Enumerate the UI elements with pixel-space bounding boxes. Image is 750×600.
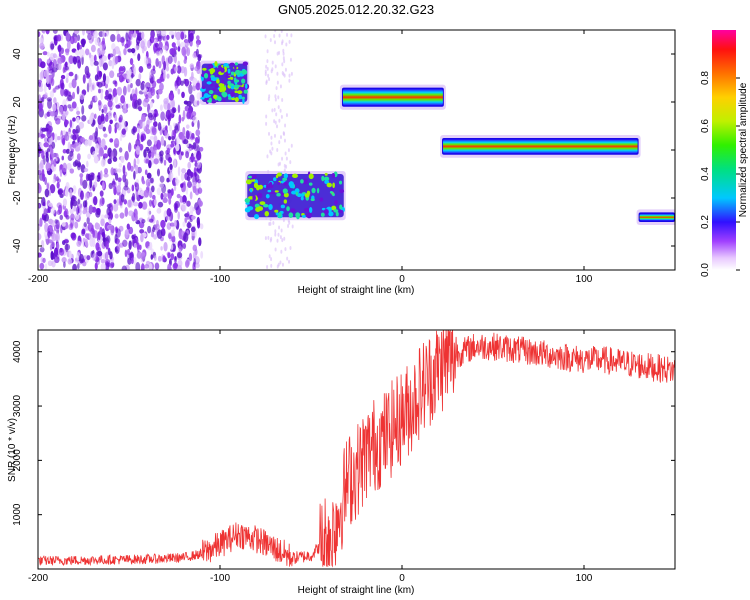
colorbar-tick-label: 0.4 bbox=[700, 167, 711, 181]
snr-y-ticks: 1000 2000 3000 4000 bbox=[12, 340, 675, 526]
snr-frame bbox=[37, 329, 676, 570]
spectrogram-y-tick-label: -20 bbox=[12, 190, 23, 205]
chart-title: GN05.2025.012.20.32.G23 bbox=[277, 2, 435, 17]
heatmap-region bbox=[636, 209, 675, 225]
colorbar-gradient bbox=[712, 30, 736, 270]
snr-y-tick-label: 2000 bbox=[12, 449, 23, 472]
colorbar-tick-label: 0.2 bbox=[700, 215, 711, 229]
spectrogram-x-tick-label: -200 bbox=[28, 274, 48, 285]
colorbar: 0.0 0.2 0.4 0.6 0.8 Normalized spectral ampl… bbox=[700, 30, 749, 277]
spectrogram-y-ticks: -40 -20 0 20 40 bbox=[12, 48, 675, 253]
colorbar-ticks: 0.0 0.2 0.4 0.6 0.8 bbox=[700, 71, 740, 277]
colorbar-label: Normalized spectral amplitude bbox=[738, 82, 749, 217]
spectrogram-heatmap bbox=[38, 30, 675, 270]
snr-y-label: SNR (10 * v/v) bbox=[7, 418, 18, 482]
spectrogram-y-label: Frequency (Hz) bbox=[7, 116, 18, 185]
spectrogram-y-tick-label: 0 bbox=[12, 147, 23, 153]
snr-x-tick-label: 100 bbox=[576, 573, 593, 584]
spectrogram-x-ticks: -200 -100 0 100 bbox=[28, 30, 593, 285]
snr-x-label: Height of straight line (km) bbox=[298, 585, 415, 596]
snr-panel: -200 -100 0 100 1000 2000 3000 4000 Height of … bbox=[7, 329, 676, 596]
spectrogram-x-tick-label: 0 bbox=[399, 274, 405, 285]
heatmap-region bbox=[339, 84, 446, 110]
spectrogram-x-tick-label: 100 bbox=[576, 274, 593, 285]
snr-x-ticks: -200 -100 0 100 bbox=[28, 330, 593, 584]
heatmap-region bbox=[199, 60, 250, 105]
snr-x-tick-label: 0 bbox=[399, 573, 405, 584]
spectrogram-y-tick-label: 20 bbox=[12, 96, 23, 108]
snr-series-line bbox=[38, 330, 675, 568]
snr-x-tick-label: -100 bbox=[210, 573, 230, 584]
snr-plot-area bbox=[38, 330, 675, 569]
colorbar-tick-label: 0.8 bbox=[700, 71, 711, 85]
colorbar-tick-label: 0.0 bbox=[700, 263, 711, 277]
spectrogram-y-tick-label: 40 bbox=[12, 48, 23, 60]
spectrogram-y-tick-label: -40 bbox=[12, 238, 23, 253]
colorbar-tick-label: 0.6 bbox=[700, 119, 711, 133]
heatmap-region bbox=[38, 30, 294, 270]
spectrogram-x-label: Height of straight line (km) bbox=[298, 285, 415, 296]
snr-y-tick-label: 4000 bbox=[12, 340, 23, 363]
snr-y-tick-label: 3000 bbox=[12, 394, 23, 417]
snr-x-tick-label: -200 bbox=[28, 573, 48, 584]
snr-y-tick-label: 1000 bbox=[12, 503, 23, 526]
spectrogram-x-tick-label: -100 bbox=[210, 274, 230, 285]
heatmap-region bbox=[244, 171, 346, 221]
heatmap-region bbox=[440, 135, 641, 158]
